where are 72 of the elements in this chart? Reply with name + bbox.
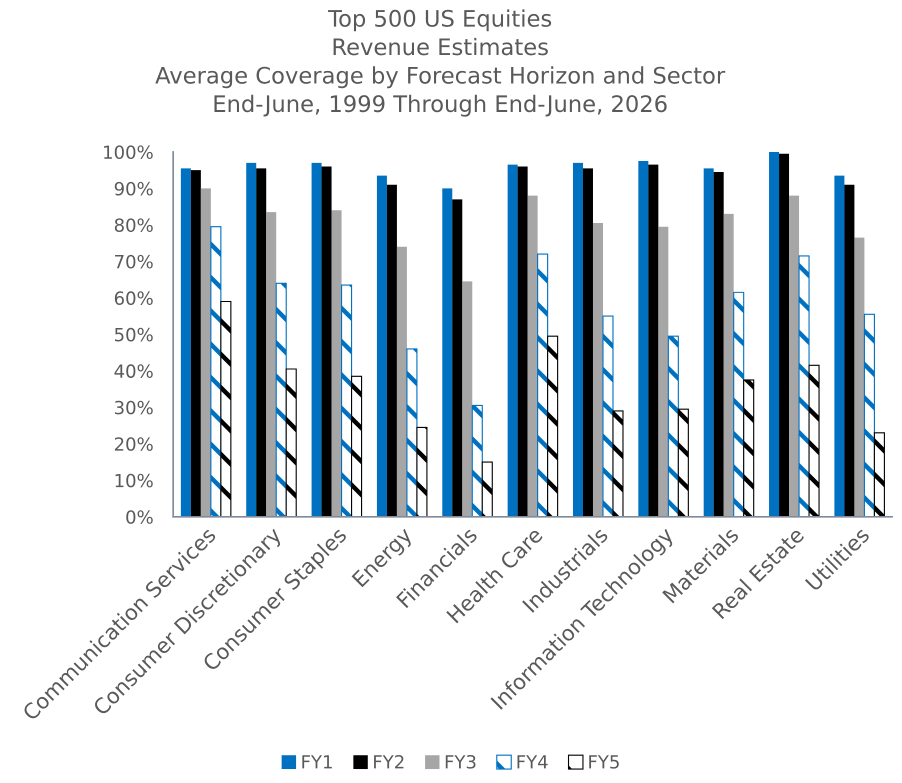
bar bbox=[528, 196, 538, 517]
bar bbox=[416, 426, 428, 517]
bar bbox=[462, 281, 472, 517]
bar bbox=[341, 284, 352, 517]
y-tick-label: 40% bbox=[114, 364, 153, 378]
bar bbox=[874, 432, 885, 517]
y-tick-label: 100% bbox=[104, 145, 153, 160]
bar bbox=[246, 162, 256, 517]
bar bbox=[724, 214, 734, 517]
y-tick-label: 90% bbox=[114, 182, 153, 196]
chart-title: Top 500 US Equities Revenue Estimates Average Coverage by Forecast Horizon and Sector End-June, 1999 Through End-June, 2026 bbox=[155, 9, 726, 117]
bar bbox=[396, 246, 407, 517]
bar bbox=[442, 188, 452, 517]
bar bbox=[769, 152, 780, 517]
bar bbox=[789, 196, 800, 517]
bar bbox=[332, 210, 342, 517]
bar bbox=[798, 255, 810, 517]
bar bbox=[472, 404, 483, 517]
bar bbox=[256, 168, 266, 517]
y-tick-label: 80% bbox=[114, 218, 153, 232]
y-tick-label: 70% bbox=[115, 254, 153, 268]
bar bbox=[190, 170, 201, 517]
bar bbox=[612, 410, 624, 517]
bar bbox=[844, 184, 854, 517]
bar bbox=[406, 348, 418, 517]
legend-label: FY3 bbox=[446, 755, 476, 769]
bar bbox=[658, 226, 668, 517]
bar bbox=[834, 176, 844, 517]
bar bbox=[266, 212, 276, 517]
bar bbox=[210, 226, 222, 517]
bar bbox=[518, 166, 528, 517]
bar bbox=[452, 199, 462, 517]
y-tick-label: 30% bbox=[114, 400, 153, 414]
bar bbox=[351, 376, 362, 517]
bar bbox=[582, 168, 593, 517]
bar bbox=[779, 154, 790, 517]
bar bbox=[312, 162, 322, 517]
legend-label: FY4 bbox=[518, 755, 548, 768]
legend-label: FY1 bbox=[302, 755, 332, 768]
y-tick-label: 10% bbox=[116, 474, 153, 488]
bar bbox=[668, 336, 679, 517]
bar bbox=[276, 282, 287, 517]
y-tick-label: 20% bbox=[114, 437, 153, 451]
bar bbox=[704, 168, 714, 517]
bar bbox=[508, 164, 518, 517]
legend-label: FY2 bbox=[374, 755, 404, 768]
bar bbox=[220, 300, 232, 517]
bar bbox=[482, 461, 493, 517]
bar bbox=[386, 184, 397, 517]
bar bbox=[547, 336, 558, 517]
bar bbox=[743, 379, 754, 517]
legend-label: FY5 bbox=[589, 755, 619, 769]
bar bbox=[864, 314, 875, 517]
y-tick-label: 0% bbox=[126, 510, 153, 524]
bar bbox=[733, 292, 744, 517]
bar bbox=[322, 166, 332, 517]
bar bbox=[200, 188, 211, 517]
bar bbox=[180, 168, 191, 517]
bar bbox=[854, 238, 864, 517]
bar bbox=[286, 368, 297, 517]
bar bbox=[714, 172, 724, 517]
bar bbox=[602, 316, 614, 517]
bar bbox=[592, 223, 603, 517]
bar bbox=[638, 161, 648, 517]
y-tick-label: 50% bbox=[115, 328, 153, 342]
bar bbox=[808, 364, 820, 517]
bar bbox=[537, 254, 548, 517]
y-tick-label: 60% bbox=[114, 291, 153, 305]
bar bbox=[648, 164, 658, 517]
bar bbox=[376, 176, 387, 517]
bar bbox=[678, 408, 689, 517]
bar bbox=[572, 162, 583, 517]
